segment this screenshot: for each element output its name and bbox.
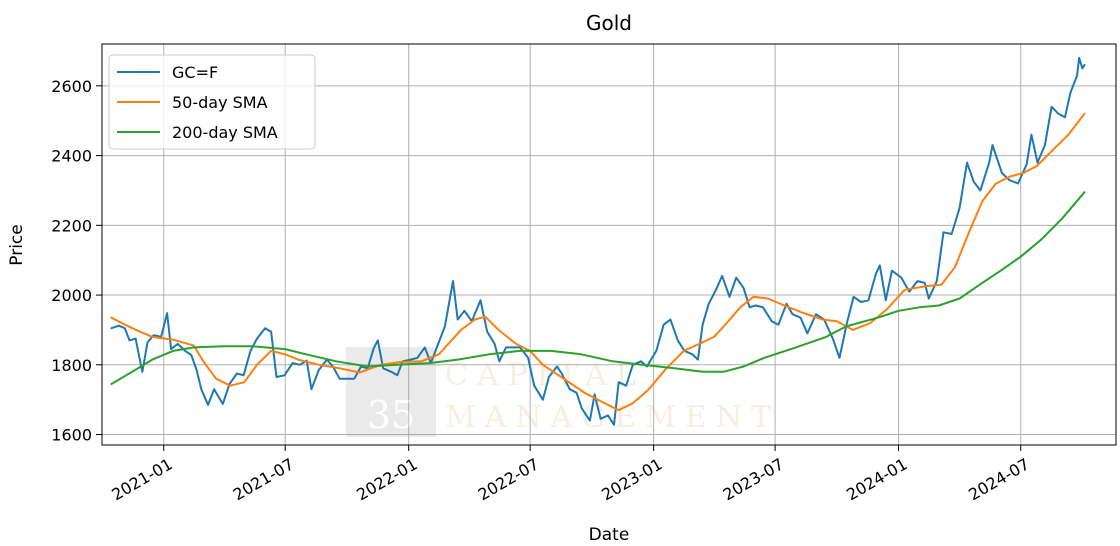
series-layer	[110, 56, 1086, 426]
watermark: 35 CAPITAL MANAGEMENT	[346, 347, 780, 437]
x-axis-title: Date	[589, 525, 630, 545]
watermark-logo-digits: 35	[367, 393, 415, 437]
y-tick-label: 2200	[51, 216, 92, 235]
y-tick-label: 1800	[51, 356, 92, 375]
y-axis: 1600 1800 2000 2200 2400 2600	[51, 77, 102, 445]
y-tick-label: 1600	[51, 426, 92, 445]
series-line-gc-f	[110, 56, 1086, 426]
y-axis-title: Price	[7, 224, 27, 265]
y-tick-label: 2000	[51, 286, 92, 305]
watermark-company-line1: CAPITAL	[445, 358, 645, 393]
watermark-company-line2: MANAGEMENT	[445, 400, 780, 435]
series-line-sma-50	[110, 112, 1086, 412]
chart-title: Gold	[586, 11, 632, 35]
series-line-sma-200	[110, 191, 1086, 385]
legend-label: 50-day SMA	[172, 93, 268, 112]
legend-label: 200-day SMA	[172, 123, 278, 142]
legend-box	[108, 54, 316, 150]
legend: GC=F 50-day SMA 200-day SMA	[108, 54, 316, 150]
y-tick-label: 2400	[51, 147, 92, 166]
legend-label: GC=F	[172, 63, 218, 82]
plot-frame	[101, 43, 1117, 446]
grid-lines	[102, 44, 1116, 445]
y-tick-label: 2600	[51, 77, 92, 96]
